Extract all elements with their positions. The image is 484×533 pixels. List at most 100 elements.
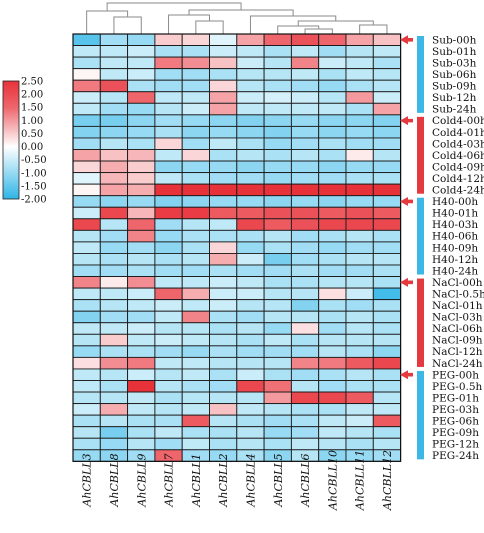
heatmap-cell xyxy=(345,333,374,347)
heatmap-cell xyxy=(318,380,347,393)
heatmap-cell xyxy=(72,264,101,278)
heatmap-cell xyxy=(290,91,320,104)
heatmap-cell xyxy=(181,218,210,231)
row-label: PEG-03h xyxy=(432,404,479,416)
row-label: PEG-12h xyxy=(432,439,479,451)
heatmap-cell xyxy=(236,195,265,208)
heatmap-cell xyxy=(127,380,156,393)
heatmap-cell xyxy=(318,79,347,93)
heatmap-cell xyxy=(209,414,238,428)
heatmap-cell xyxy=(236,264,265,278)
heatmap-cell xyxy=(72,114,101,127)
heatmap-cell xyxy=(99,241,129,254)
row-label: NaCl-06h xyxy=(432,323,483,335)
group-bar xyxy=(417,36,424,113)
dendrogram-branch xyxy=(113,16,142,34)
heatmap-cell xyxy=(263,33,292,47)
heatmap-cell xyxy=(99,172,129,185)
dendrogram-branch xyxy=(277,25,320,34)
heatmap-cell xyxy=(209,218,238,231)
heatmap-cell xyxy=(181,252,210,266)
heatmap-cell xyxy=(72,79,101,93)
heatmap-cell xyxy=(154,114,183,127)
heatmap-cell xyxy=(99,114,129,127)
column-label: AhCBLL2 xyxy=(217,453,230,507)
heatmap-cell xyxy=(290,287,320,301)
heatmap-cell xyxy=(263,79,292,93)
row-label: PEG-00h xyxy=(432,369,479,381)
heatmap-cell xyxy=(345,91,374,104)
heatmap-cell xyxy=(154,33,183,47)
column-label: AhCBLL4 xyxy=(244,453,257,507)
heatmap-cell xyxy=(372,299,402,312)
heatmap-cell xyxy=(345,356,374,370)
heatmap-cell xyxy=(236,333,265,347)
heatmap-cell xyxy=(263,56,292,70)
row-label: Cold4-01h xyxy=(432,127,484,139)
row-label: H40-00h xyxy=(432,196,478,208)
row-label: NaCl-0.5h xyxy=(432,288,484,300)
heatmap-cell xyxy=(372,414,402,428)
row-label: Sub-24h xyxy=(432,104,477,116)
heatmap-cell xyxy=(181,414,210,428)
heatmap-cell xyxy=(99,356,129,370)
heatmap-cell xyxy=(372,333,402,347)
heatmap-cell xyxy=(236,287,265,301)
heatmap-cell xyxy=(345,252,374,266)
heatmap-cell xyxy=(290,195,320,208)
heatmap-cell xyxy=(345,149,374,162)
heatmap-cell xyxy=(290,206,320,220)
dendrogram-branch xyxy=(168,14,210,34)
heatmap-cell xyxy=(209,183,238,197)
heatmap-cell xyxy=(72,160,101,174)
heatmap-cell xyxy=(345,414,374,428)
heatmap-cell xyxy=(99,333,129,347)
heatmap-cell xyxy=(290,183,320,197)
heatmap-cell xyxy=(154,91,183,104)
heatmap-cell xyxy=(290,414,320,428)
heatmap-cell xyxy=(72,252,101,266)
heatmap-cell xyxy=(99,368,129,381)
heatmap-cell xyxy=(127,345,156,358)
heatmap-cell xyxy=(318,125,347,139)
heatmap-cell xyxy=(290,114,320,127)
heatmap-cell xyxy=(236,149,265,162)
heatmap-cell xyxy=(263,276,292,289)
heatmap-cell xyxy=(236,252,265,266)
heatmap-cell xyxy=(209,56,238,70)
heatmap-cell xyxy=(72,299,101,312)
row-label: PEG-01h xyxy=(432,392,479,404)
heatmap-cell xyxy=(99,380,129,393)
heatmap-cell xyxy=(345,437,374,451)
heatmap-cell xyxy=(99,56,129,70)
heatmap-cell xyxy=(154,102,183,116)
dendrogram-branch xyxy=(304,28,333,34)
heatmap-cell xyxy=(372,241,402,254)
heatmap-cell xyxy=(345,172,374,185)
heatmap-cell xyxy=(318,299,347,312)
heatmap-cell xyxy=(372,276,402,289)
heatmap-cell xyxy=(209,426,238,439)
heatmap-cell xyxy=(99,160,129,174)
heatmap-cell xyxy=(290,102,320,116)
heatmap-cell xyxy=(154,287,183,301)
heatmap-cell xyxy=(236,160,265,174)
heatmap-cell xyxy=(318,345,347,358)
heatmap-cell xyxy=(345,276,374,289)
row-label: H40-06h xyxy=(432,231,478,243)
legend-tick-label: 1.00 xyxy=(21,116,43,127)
legend-tick-label: -0.50 xyxy=(21,155,47,166)
heatmap-cell xyxy=(345,310,374,324)
row-label: NaCl-12h xyxy=(432,346,483,358)
column-label: AhCBLL3 xyxy=(81,453,94,507)
heatmap-cell xyxy=(99,437,129,451)
heatmap-cell xyxy=(209,356,238,370)
heatmap-cell xyxy=(345,68,374,81)
group-arrow xyxy=(400,116,413,126)
heatmap-cell xyxy=(209,252,238,266)
heatmap-cell xyxy=(345,287,374,301)
heatmap-cell xyxy=(209,102,238,116)
heatmap-cell xyxy=(372,287,402,301)
heatmap-cell xyxy=(99,229,129,243)
heatmap-cell xyxy=(236,137,265,150)
